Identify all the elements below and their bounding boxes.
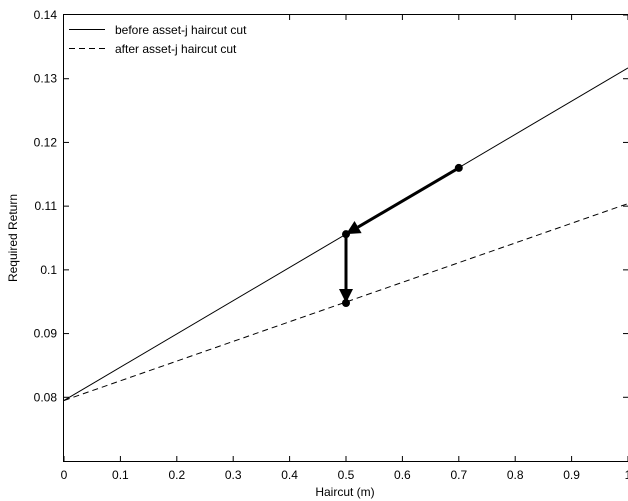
legend: before asset-j haircut cut after asset-j… bbox=[63, 14, 288, 60]
x-tick-label: 0.3 bbox=[225, 468, 242, 482]
y-tick-label: 0.11 bbox=[35, 199, 58, 213]
x-tick-label: 0.1 bbox=[112, 468, 129, 482]
legend-box bbox=[63, 14, 288, 60]
plot-frame bbox=[63, 14, 628, 462]
y-tick-label: 0.12 bbox=[34, 135, 58, 149]
arrow-head-1 bbox=[339, 288, 353, 303]
y-tick-label: 0.13 bbox=[34, 72, 58, 86]
x-tick-label: 0.9 bbox=[563, 468, 580, 482]
x-tick-label: 0.5 bbox=[338, 468, 355, 482]
arrow-head-0 bbox=[346, 221, 362, 235]
x-tick-label: 0.6 bbox=[394, 468, 411, 482]
legend-label-before: before asset-j haircut cut bbox=[115, 23, 247, 37]
y-tick-label: 0.09 bbox=[34, 327, 58, 341]
legend-label-after: after asset-j haircut cut bbox=[115, 42, 237, 56]
x-tick-label: 0.2 bbox=[168, 468, 185, 482]
y-tick-label: 0.1 bbox=[40, 263, 57, 277]
ticks-layer: 0 0.1 0.2 0.3 0.4 0.5 0.6 0.7 0.8 0.9 1 0.08 0.09 0.1… bbox=[34, 8, 628, 482]
x-tick-label: 0.4 bbox=[281, 468, 298, 482]
data-point-0 bbox=[454, 163, 463, 172]
x-tick-label: 1 bbox=[625, 468, 628, 482]
data-point-2 bbox=[342, 298, 350, 307]
x-axis-label: Haircut (m) bbox=[315, 485, 374, 499]
y-axis-label: Required Return bbox=[6, 194, 20, 282]
x-tick-label: 0 bbox=[61, 468, 68, 482]
arrow-shaft-0 bbox=[357, 166, 460, 229]
data-point-1 bbox=[342, 230, 350, 239]
x-tick-label: 0.8 bbox=[507, 468, 524, 482]
x-tick-label: 0.7 bbox=[450, 468, 467, 482]
plot-layer bbox=[63, 67, 628, 401]
y-tick-label: 0.08 bbox=[34, 390, 58, 404]
y-tick-label: 0.14 bbox=[34, 8, 58, 22]
